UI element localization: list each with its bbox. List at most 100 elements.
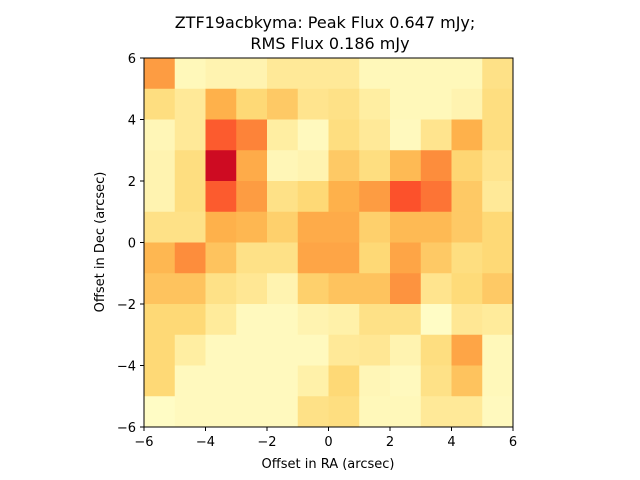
heatmap-cell bbox=[420, 396, 452, 428]
heatmap-cell bbox=[297, 365, 329, 397]
heatmap-cell bbox=[359, 119, 391, 151]
heatmap-cell bbox=[451, 396, 483, 428]
heatmap-cell bbox=[297, 88, 329, 120]
y-tick-label: −2 bbox=[117, 298, 136, 313]
heatmap-cell bbox=[328, 273, 360, 305]
heatmap-cell bbox=[297, 58, 329, 90]
heatmap-cell bbox=[328, 88, 360, 120]
heatmap-cell bbox=[482, 396, 514, 428]
heatmap-cell bbox=[267, 334, 299, 366]
heatmap-cell bbox=[359, 211, 391, 243]
heatmap-cell bbox=[174, 273, 206, 305]
heatmap-cell bbox=[297, 181, 329, 213]
heatmap-cell bbox=[420, 88, 452, 120]
heatmap-cell bbox=[451, 58, 483, 90]
heatmap-cell bbox=[482, 273, 514, 305]
heatmap-cell bbox=[420, 242, 452, 274]
heatmap-cell bbox=[205, 304, 237, 336]
heatmap-cell bbox=[297, 334, 329, 366]
heatmap-cell bbox=[451, 211, 483, 243]
chart-title-line2: RMS Flux 0.186 mJy bbox=[250, 34, 409, 53]
heatmap-cell bbox=[420, 365, 452, 397]
heatmap-cell bbox=[390, 150, 422, 182]
heatmap-cell bbox=[420, 273, 452, 305]
heatmap-cell bbox=[451, 119, 483, 151]
heatmap-cell bbox=[390, 88, 422, 120]
heatmap-cell bbox=[297, 119, 329, 151]
heatmap-cell bbox=[451, 150, 483, 182]
heatmap-cell bbox=[482, 181, 514, 213]
heatmap-cell bbox=[390, 211, 422, 243]
heatmap-cell bbox=[267, 242, 299, 274]
heatmap-cells bbox=[144, 58, 514, 428]
heatmap-cell bbox=[328, 150, 360, 182]
heatmap-cell bbox=[236, 365, 268, 397]
heatmap-cell bbox=[236, 273, 268, 305]
heatmap-cell bbox=[297, 211, 329, 243]
heatmap-cell bbox=[174, 88, 206, 120]
heatmap-cell bbox=[359, 365, 391, 397]
heatmap-cell bbox=[297, 273, 329, 305]
heatmap-cell bbox=[144, 273, 176, 305]
heatmap-cell bbox=[236, 150, 268, 182]
heatmap-cell bbox=[205, 242, 237, 274]
heatmap-cell bbox=[482, 119, 514, 151]
heatmap-cell bbox=[267, 304, 299, 336]
heatmap-cell bbox=[451, 242, 483, 274]
y-tick-label: 4 bbox=[128, 114, 136, 129]
heatmap-cell bbox=[174, 304, 206, 336]
heatmap-cell bbox=[451, 334, 483, 366]
heatmap-cell bbox=[390, 181, 422, 213]
heatmap-cell bbox=[328, 211, 360, 243]
heatmap-cell bbox=[205, 119, 237, 151]
heatmap-cell bbox=[205, 396, 237, 428]
heatmap-cell bbox=[420, 58, 452, 90]
heatmap-cell bbox=[359, 58, 391, 90]
heatmap-cell bbox=[236, 119, 268, 151]
heatmap-cell bbox=[420, 181, 452, 213]
heatmap-cell bbox=[144, 119, 176, 151]
heatmap-cell bbox=[390, 334, 422, 366]
heatmap-cell bbox=[236, 181, 268, 213]
heatmap-cell bbox=[451, 273, 483, 305]
heatmap-cell bbox=[205, 334, 237, 366]
heatmap-cell bbox=[144, 334, 176, 366]
heatmap-cell bbox=[328, 58, 360, 90]
heatmap-cell bbox=[328, 365, 360, 397]
heatmap-cell bbox=[482, 242, 514, 274]
heatmap-cell bbox=[174, 119, 206, 151]
y-tick-label: −6 bbox=[117, 421, 136, 436]
heatmap-cell bbox=[451, 88, 483, 120]
heatmap-cell bbox=[451, 304, 483, 336]
heatmap-cell bbox=[359, 396, 391, 428]
heatmap-cell bbox=[144, 58, 176, 90]
heatmap-cell bbox=[482, 334, 514, 366]
heatmap-cell bbox=[420, 211, 452, 243]
heatmap-cell bbox=[205, 211, 237, 243]
heatmap-cell bbox=[174, 365, 206, 397]
heatmap-cell bbox=[236, 242, 268, 274]
y-axis-label: Offset in Dec (arcsec) bbox=[93, 172, 108, 313]
y-axis-ticks: −6 −4 −2 0 2 4 6 bbox=[117, 52, 144, 436]
heatmap-cell bbox=[420, 150, 452, 182]
y-tick-label: −4 bbox=[117, 360, 136, 375]
heatmap-cell bbox=[205, 273, 237, 305]
y-tick-label: 2 bbox=[128, 175, 136, 190]
heatmap-cell bbox=[359, 150, 391, 182]
heatmap-cell bbox=[267, 273, 299, 305]
heatmap-cell bbox=[236, 396, 268, 428]
heatmap-cell bbox=[174, 181, 206, 213]
chart-title-line1: ZTF19acbkyma: Peak Flux 0.647 mJy; bbox=[175, 13, 476, 32]
heatmap-cell bbox=[297, 242, 329, 274]
heatmap-cell bbox=[205, 181, 237, 213]
heatmap-cell bbox=[205, 365, 237, 397]
heatmap-cell bbox=[482, 211, 514, 243]
heatmap-cell bbox=[205, 150, 237, 182]
heatmap-cell bbox=[482, 365, 514, 397]
heatmap-cell bbox=[390, 58, 422, 90]
heatmap-cell bbox=[267, 211, 299, 243]
x-tick-label: −4 bbox=[196, 435, 215, 450]
heatmap-cell bbox=[267, 396, 299, 428]
heatmap-cell bbox=[174, 58, 206, 90]
